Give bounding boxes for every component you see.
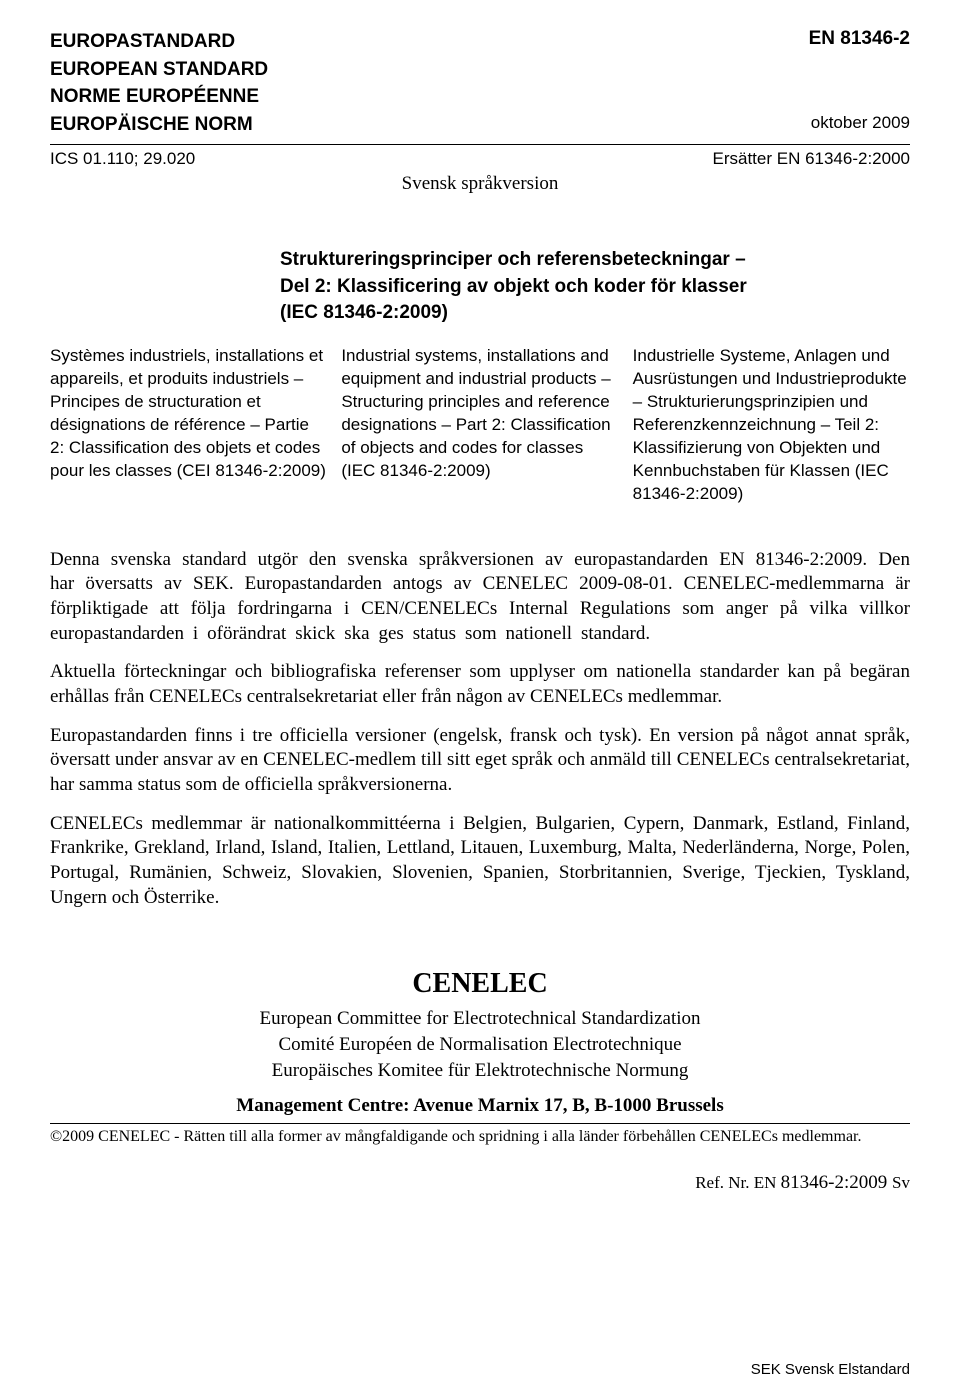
ref-number: Ref. Nr. EN 81346-2:2009 Sv: [50, 1172, 910, 1194]
ics-row: ICS 01.110; 29.020 Ersätter EN 61346-2:2…: [50, 149, 910, 169]
paragraph: Denna svenska standard utgör den svenska…: [50, 548, 910, 647]
header-line: EUROPASTANDARD: [50, 28, 268, 56]
supersedes: Ersätter EN 61346-2:2000: [712, 149, 910, 169]
language-version: Svensk språkversion: [50, 173, 910, 195]
cenelec-name-fr: Comité Européen de Normalisation Electro…: [50, 1032, 910, 1058]
paragraph: Aktuella förteckningar och bibliografisk…: [50, 660, 910, 709]
ref-suffix: Sv: [892, 1173, 910, 1192]
standard-number: EN 81346-2: [809, 28, 910, 50]
cenelec-name-en: European Committee for Electrotechnical …: [50, 1006, 910, 1032]
management-centre: Management Centre: Avenue Marnix 17, B, …: [50, 1095, 910, 1117]
divider: [50, 1123, 910, 1124]
ics-code: ICS 01.110; 29.020: [50, 149, 195, 169]
header-line: EUROPÄISCHE NORM: [50, 111, 268, 139]
divider: [50, 144, 910, 145]
col-fr: Systèmes industriels, installations et a…: [50, 345, 327, 506]
header-left: EUROPASTANDARD EUROPEAN STANDARD NORME E…: [50, 28, 268, 138]
cenelec-name-de: Europäisches Komitee für Elektrotechnisc…: [50, 1058, 910, 1084]
cenelec-names: European Committee for Electrotechnical …: [50, 1006, 910, 1083]
title-translations: Systèmes industriels, installations et a…: [50, 345, 910, 506]
paragraph: CENELECs medlemmar är nationalkommittéer…: [50, 812, 910, 911]
paragraph: Europastandarden finns i tre officiella …: [50, 724, 910, 798]
col-en: Industrial systems, installations and eq…: [341, 345, 618, 506]
title-line: Del 2: Klassificering av objekt och kode…: [280, 274, 840, 301]
copyright: ©2009 CENELEC - Rätten till alla former …: [50, 1128, 910, 1146]
title-line: (IEC 81346-2:2009): [280, 300, 840, 327]
cenelec-block: CENELEC European Committee for Electrote…: [50, 968, 910, 1117]
header-line: EUROPEAN STANDARD: [50, 56, 268, 84]
body-text: Denna svenska standard utgör den svenska…: [50, 548, 910, 911]
header-line: NORME EUROPÉENNE: [50, 83, 268, 111]
header-right: EN 81346-2 oktober 2009: [809, 28, 910, 133]
ref-num: 81346-2:2009: [781, 1172, 892, 1193]
header: EUROPASTANDARD EUROPEAN STANDARD NORME E…: [50, 28, 910, 138]
sek-footer: SEK Svensk Elstandard: [751, 1361, 910, 1378]
date: oktober 2009: [809, 113, 910, 133]
ref-prefix: Ref. Nr. EN: [695, 1173, 780, 1192]
page: EUROPASTANDARD EUROPEAN STANDARD NORME E…: [0, 0, 960, 1396]
title-line: Struktureringsprinciper och referensbete…: [280, 247, 840, 274]
col-de: Industrielle Systeme, Anlagen und Ausrüs…: [633, 345, 910, 506]
cenelec-title: CENELEC: [50, 968, 910, 1000]
main-title: Struktureringsprinciper och referensbete…: [280, 247, 840, 327]
